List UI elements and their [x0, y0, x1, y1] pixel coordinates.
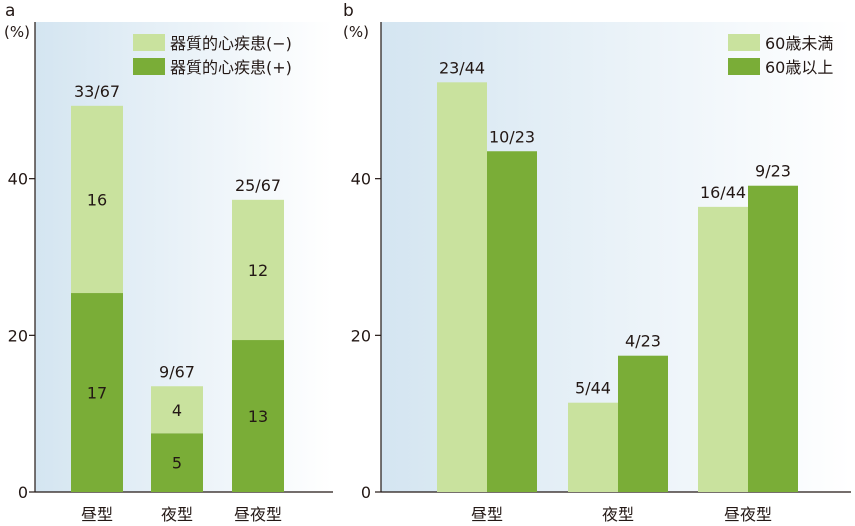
bar-total-label: 9/67	[159, 362, 195, 381]
bar-data-label: 17	[87, 384, 107, 403]
bar-total-label: 33/67	[74, 82, 120, 101]
legend-label: 60歳未満	[765, 34, 833, 53]
legend-swatch	[728, 34, 760, 51]
bar-data-label: 9/23	[755, 162, 791, 181]
bar-data-label: 10/23	[489, 127, 535, 146]
legend-swatch	[728, 58, 760, 75]
x-tick-label: 夜型	[602, 505, 634, 524]
bar-segment	[71, 105, 123, 294]
bar	[748, 185, 798, 492]
y-tick-label: 0	[361, 483, 371, 502]
bar-data-label: 13	[248, 407, 268, 426]
panel-label: b	[343, 1, 354, 21]
bar-data-label: 5	[172, 454, 182, 473]
legend-label: 器質的心疾患(+)	[170, 58, 292, 77]
panel-a-chart: a (%) 0 20 40 昼型 夜型 昼夜型 17 16 33/67 5 4 9/67 13 12 25/67…	[4, 1, 333, 524]
y-unit-label: (%)	[343, 23, 369, 41]
legend-label: 器質的心疾患(−)	[170, 34, 292, 53]
bar-data-label: 16	[87, 190, 107, 209]
bar-data-label: 16/44	[700, 183, 746, 202]
bar-data-label: 5/44	[575, 379, 611, 398]
bar-data-label: 23/44	[439, 58, 485, 77]
bar-segment	[151, 433, 203, 492]
bar	[568, 402, 618, 492]
bar-total-label: 25/67	[235, 176, 281, 195]
bar-data-label: 4/23	[625, 332, 661, 351]
y-unit-label: (%)	[4, 23, 30, 41]
bar-data-label: 12	[248, 261, 268, 280]
bar	[698, 206, 748, 492]
bar-segment	[232, 340, 284, 492]
legend-swatch	[133, 58, 165, 75]
legend-swatch	[133, 34, 165, 51]
x-tick-label: 昼型	[471, 505, 503, 524]
bar-segment	[71, 293, 123, 492]
x-tick-label: 昼型	[81, 505, 113, 524]
bar-segment	[232, 199, 284, 341]
y-tick-label: 20	[8, 326, 28, 345]
panel-b-chart: b (%) 0 20 40 昼型 夜型 昼夜型 23/44 10/23 5/44 4/23 16/44 9…	[343, 1, 851, 524]
x-tick-label: 夜型	[161, 505, 193, 524]
y-tick-label: 20	[351, 326, 371, 345]
bar	[618, 355, 668, 492]
y-tick-label: 40	[8, 170, 28, 189]
bar	[437, 82, 487, 493]
x-tick-label: 昼夜型	[724, 505, 772, 524]
y-tick-label: 0	[18, 483, 28, 502]
bar	[487, 151, 537, 492]
y-tick-label: 40	[351, 170, 371, 189]
x-tick-label: 昼夜型	[234, 505, 282, 524]
legend-label: 60歳以上	[765, 58, 833, 77]
bar-segment	[151, 386, 203, 434]
panel-label: a	[5, 1, 15, 21]
bar-data-label: 4	[172, 401, 182, 420]
